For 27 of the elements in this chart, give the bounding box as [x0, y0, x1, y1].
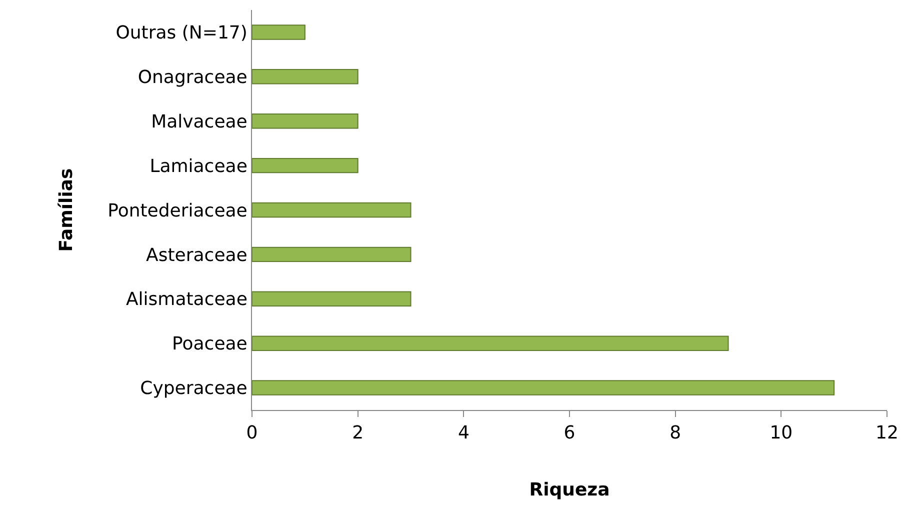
- bar: [252, 24, 306, 40]
- x-tick-label: 10: [770, 422, 793, 444]
- bar: [252, 380, 835, 396]
- y-tick-label: Outras (N=17): [116, 22, 248, 44]
- y-tick-label: Lamiaceae: [150, 156, 248, 177]
- bar: [252, 336, 729, 351]
- y-tick-label: Poaceae: [172, 334, 248, 355]
- bar: [252, 69, 358, 84]
- x-tick-label: 6: [564, 422, 576, 444]
- bar: [252, 114, 358, 129]
- y-axis-title: Famílias: [56, 168, 77, 252]
- y-tick-label: Onagraceae: [138, 66, 248, 88]
- y-tick-label: Asteraceae: [146, 244, 248, 266]
- x-tick-label: 2: [352, 422, 364, 444]
- bar: [252, 291, 412, 306]
- x-axis-title: Riqueza: [529, 480, 610, 501]
- x-tick-label: 8: [670, 422, 682, 444]
- bar: [252, 158, 358, 174]
- y-tick-label: Malvaceae: [151, 111, 248, 132]
- x-tick-label: 0: [246, 422, 258, 444]
- y-tick-label: Pontederiaceae: [108, 200, 248, 222]
- y-tick-label: Cyperaceae: [140, 378, 248, 400]
- y-tick-label: Alismataceae: [126, 289, 248, 310]
- x-tick-label: 12: [876, 422, 898, 444]
- bar: [252, 202, 412, 218]
- bar: [252, 246, 412, 262]
- x-tick-label: 4: [458, 422, 470, 444]
